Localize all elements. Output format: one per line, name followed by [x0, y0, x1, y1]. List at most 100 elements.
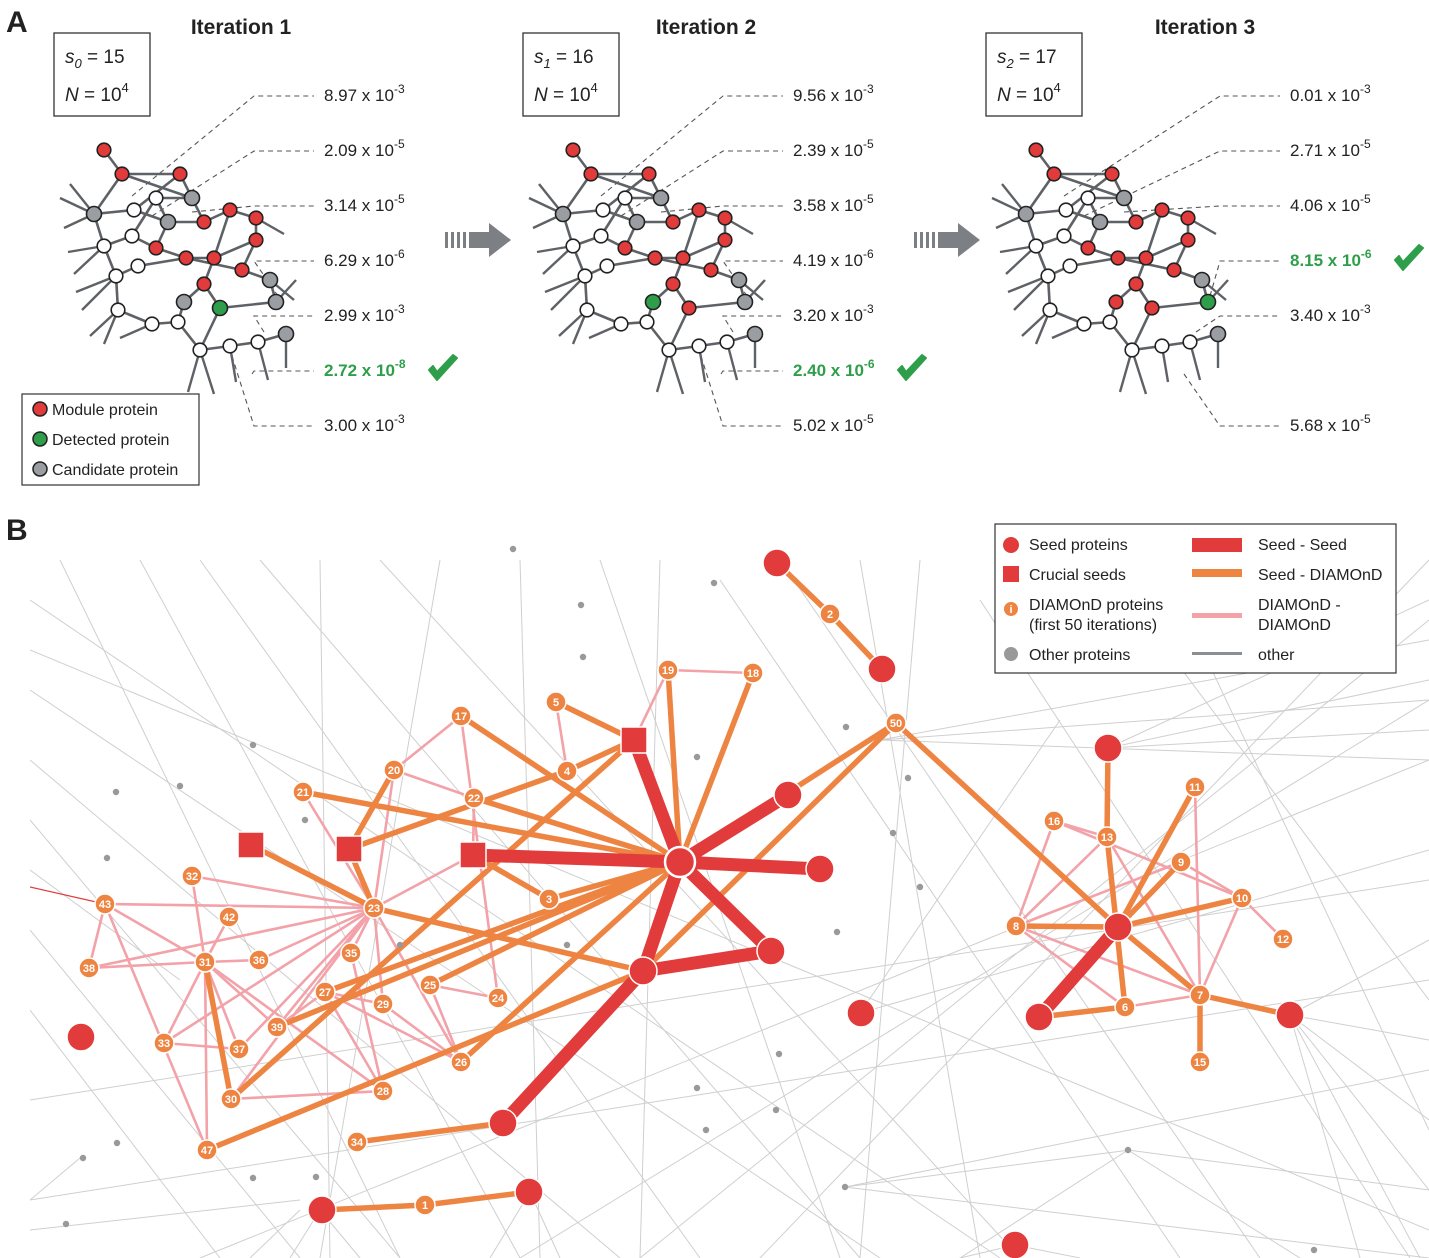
random-samples-label: N = 104: [534, 80, 598, 106]
other-protein-node: [110, 302, 126, 318]
legend-detected-label: Detected protein: [52, 432, 169, 449]
diamond-node-label: 13: [1101, 832, 1113, 844]
candidate-protein-node: [277, 325, 295, 343]
seed-protein-node: [307, 1195, 337, 1225]
pvalue-leader-line: [720, 370, 783, 375]
other-protein-node: [1124, 342, 1140, 358]
diamond-node-label: 6: [1122, 1002, 1128, 1014]
diamond-diamond-edge: [1015, 860, 1182, 928]
legend-module-label: Module protein: [52, 402, 158, 419]
random-samples-label: N = 104: [65, 80, 129, 106]
diamond-protein-node: 50: [885, 712, 907, 734]
pvalue: 0.01 x 10-3: [1290, 82, 1371, 105]
diamond-node-circle: [218, 906, 240, 928]
diamond-node-label: 33: [158, 1038, 170, 1050]
diamond-protein-icon: [1004, 602, 1018, 616]
diamond-protein-node: 29: [372, 993, 394, 1015]
seed-seed-edge: [1034, 922, 1123, 1022]
module-protein-node: [565, 142, 581, 158]
pvalue: 5.02 x 10-5: [793, 412, 874, 435]
pvalue-leader-line: [252, 260, 314, 297]
seed-protein-node: [1024, 1002, 1054, 1032]
module-protein-node: [234, 262, 250, 278]
network-edge: [1151, 300, 1209, 310]
seed-nodes: [66, 548, 1305, 1258]
diamond-protein-node: 20: [383, 759, 405, 781]
seed-seed-edge: [627, 737, 687, 865]
seed-diamond-edge: [30, 886, 106, 905]
pvalue-leader-line: [600, 95, 783, 197]
diamond-protein-node: 25: [419, 974, 441, 996]
seed-size-label: s0 = 15: [65, 47, 125, 71]
other-protein-node: [103, 854, 111, 862]
pvalue-leader-line: [251, 370, 314, 375]
other-protein-node: [1102, 314, 1118, 330]
module-network: [528, 142, 766, 395]
seed-diamond-edge: [205, 968, 645, 1153]
other-protein-node: [639, 314, 655, 330]
pvalue: 2.09 x 10-5: [324, 137, 405, 160]
parameter-box: [985, 32, 1083, 117]
diamond-protein-node: 10: [1231, 887, 1253, 909]
diamond-node-circle: [419, 974, 441, 996]
detected-protein-node: [644, 293, 662, 311]
module-protein-node: [114, 166, 130, 182]
diamond-protein-node: 30: [220, 1088, 242, 1110]
other-edge: [1289, 1014, 1429, 1041]
diamond-protein-node: 33: [153, 1032, 175, 1054]
seed-diamond-edge: [1115, 785, 1198, 929]
network-edge: [667, 349, 685, 395]
iteration-title: Iteration 2: [656, 16, 756, 39]
candidate-protein-node: [736, 293, 754, 311]
diamond-node-circle: [314, 981, 336, 1003]
diamond-protein-node: 31: [194, 951, 216, 973]
diamond-node-label: 7: [1197, 990, 1203, 1002]
legend-crucial-label: Crucial seeds: [1029, 567, 1126, 584]
dd-edge-swatch: [1192, 613, 1242, 618]
seed-seed-edge: [498, 966, 648, 1128]
diamond-diamond-edge: [554, 701, 569, 772]
other-edge: [30, 649, 1429, 1231]
network-edge: [550, 275, 586, 311]
diamond-node-label: 16: [1048, 816, 1060, 828]
seed-protein-node: [628, 956, 658, 986]
other-protein-node: [1080, 190, 1096, 206]
diamond-protein-node: 2: [819, 603, 841, 625]
other-protein-node: [130, 258, 146, 274]
network-edge: [1130, 307, 1154, 351]
diamond-protein-node: 47: [196, 1139, 218, 1161]
diamond-protein-node: 36: [248, 949, 270, 971]
other-protein-node: [833, 928, 841, 936]
diamond-protein-node: 32: [181, 865, 203, 887]
other-edge: [319, 559, 331, 1258]
diamond-protein-node: 23: [363, 897, 385, 919]
other-edge: [859, 559, 921, 1258]
network-edge: [81, 275, 117, 311]
module-protein-node: [665, 276, 681, 292]
module-protein-node: [1128, 276, 1144, 292]
network-edge: [1069, 256, 1119, 268]
diamond-node-label: 37: [233, 1044, 245, 1056]
detected-protein-icon: [32, 431, 48, 447]
network-edge: [1145, 238, 1189, 260]
pvalue-leader-line: [700, 355, 783, 427]
diamond-node-circle: [1231, 887, 1253, 909]
other-protein-node: [509, 545, 517, 553]
seed-protein-node: [663, 845, 697, 879]
diamond-protein-node: 8: [1005, 915, 1027, 937]
pvalue-leader-line: [191, 205, 314, 213]
other-edge: [30, 929, 301, 1258]
diamond-node-circle: [153, 1032, 175, 1054]
crucial-seed-node: [335, 835, 363, 863]
pvalue: 8.97 x 10-3: [324, 82, 405, 105]
module-protein-node: [1080, 240, 1096, 256]
pvalue: 6.29 x 10-6: [324, 247, 405, 270]
diamond-node-label: 29: [377, 999, 389, 1011]
seed-seed-edge: [472, 848, 681, 869]
diamond-diamond-edge: [1015, 836, 1108, 927]
candidate-protein-icon: [32, 461, 48, 477]
diamond-node-label: 35: [345, 948, 357, 960]
diamond-node-label: 31: [199, 957, 211, 969]
candidate-protein-node: [175, 293, 193, 311]
seed-diamond-edge: [356, 1120, 504, 1145]
